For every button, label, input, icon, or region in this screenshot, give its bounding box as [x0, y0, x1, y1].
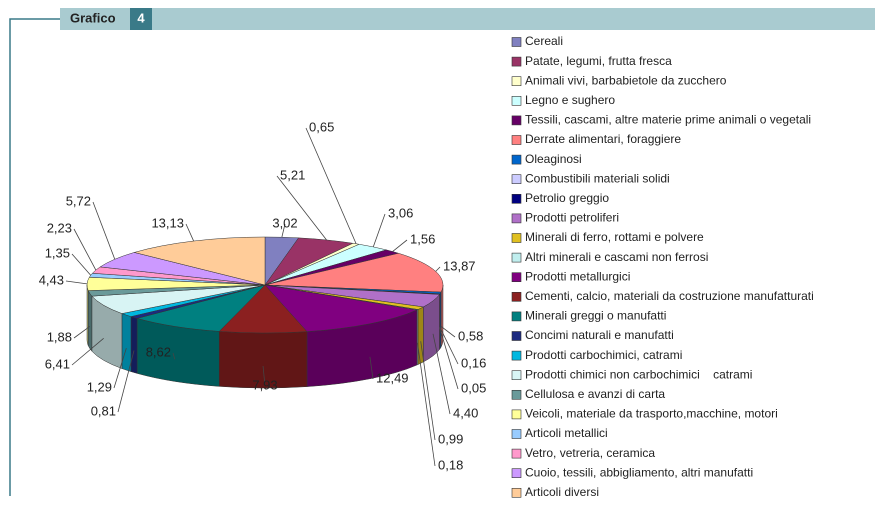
data-label: 0,18	[438, 457, 463, 472]
data-label: 1,35	[45, 245, 70, 260]
data-label: 0,99	[438, 431, 463, 446]
header-bar	[60, 8, 875, 30]
header-title: Grafico	[70, 10, 116, 25]
legend-label: Cellulosa e avanzi di carta	[525, 387, 665, 401]
legend-swatch	[512, 96, 521, 105]
legend-label: Tessili, cascami, altre materie prime an…	[525, 113, 811, 127]
data-label: 13,13	[151, 215, 184, 230]
data-label: 1,56	[410, 231, 435, 246]
data-label: 5,21	[280, 167, 305, 182]
leader-line	[417, 343, 435, 466]
leader-line	[66, 281, 87, 284]
legend-swatch	[512, 194, 521, 203]
legend-label: Prodotti metallurgici	[525, 269, 630, 283]
legend-swatch	[512, 273, 521, 282]
legend-swatch	[512, 410, 521, 419]
legend-label: Altri minerali e cascami non ferrosi	[525, 250, 708, 264]
legend-label: Derrate alimentari, foraggiere	[525, 132, 681, 146]
legend-swatch	[512, 136, 521, 145]
slice-side	[87, 285, 88, 346]
legend-swatch	[512, 214, 521, 223]
legend-label: Articoli metallici	[525, 426, 608, 440]
slice-side	[122, 314, 131, 372]
legend-swatch	[512, 371, 521, 380]
legend-label: Cuoio, tessili, abbigliamento, altri man…	[525, 465, 753, 479]
leader-line	[186, 224, 194, 241]
data-label: 1,88	[47, 329, 72, 344]
legend-swatch	[512, 253, 521, 262]
legend-label: Oleaginosi	[525, 152, 582, 166]
legend-label: Prodotti petroliferi	[525, 211, 619, 225]
data-label: 1,29	[87, 379, 112, 394]
legend-label: Prodotti chimici non carbochimici catram…	[525, 367, 752, 381]
data-label: 6,41	[45, 356, 70, 371]
legend-swatch	[512, 430, 521, 439]
data-label: 13,87	[443, 258, 476, 273]
leader-line	[373, 214, 385, 247]
data-label: 4,40	[453, 405, 478, 420]
slice-side	[131, 317, 137, 374]
legend-label: Prodotti carbochimici, catrami	[525, 348, 682, 362]
data-label: 0,05	[461, 380, 486, 395]
legend-swatch	[512, 155, 521, 164]
legend-label: Minerali greggi o manufatti	[525, 309, 666, 323]
legend-swatch	[512, 449, 521, 458]
data-label: 5,72	[66, 193, 91, 208]
legend-label: Patate, legumi, frutta fresca	[525, 54, 672, 68]
legend-label: Legno e sughero	[525, 93, 615, 107]
legend-swatch	[512, 332, 521, 341]
legend-label: Animali vivi, barbabietole da zucchero	[525, 73, 727, 87]
legend-label: Concimi naturali e manufatti	[525, 328, 674, 342]
legend-swatch	[512, 312, 521, 321]
legend-swatch	[512, 175, 521, 184]
legend-label: Minerali di ferro, rottami e polvere	[525, 230, 704, 244]
data-label: 3,02	[272, 215, 297, 230]
leader-line	[74, 229, 96, 270]
legend-swatch	[512, 351, 521, 360]
legend-swatch	[512, 234, 521, 243]
leader-line	[436, 267, 440, 271]
legend-swatch	[512, 116, 521, 125]
data-label: 0,65	[309, 119, 334, 134]
legend-swatch	[512, 38, 521, 47]
data-label: 7,93	[252, 377, 277, 392]
data-label: 0,81	[91, 403, 116, 418]
leader-line	[393, 240, 407, 252]
data-label: 8,62	[146, 344, 171, 359]
data-label: 3,06	[388, 205, 413, 220]
legend-swatch	[512, 57, 521, 66]
legend-swatch	[512, 469, 521, 478]
data-label: 4,43	[39, 272, 64, 287]
slice-side	[88, 291, 92, 352]
legend-label: Combustibili materiali solidi	[525, 171, 670, 185]
legend-label: Veicoli, materiale da trasporto,macchine…	[525, 407, 778, 421]
legend-swatch	[512, 292, 521, 301]
leader-line	[72, 254, 91, 275]
legend-label: Cereali	[525, 34, 563, 48]
data-label: 2,23	[47, 220, 72, 235]
legend-label: Petrolio greggio	[525, 191, 609, 205]
data-label: 12,49	[376, 370, 409, 385]
legend-label: Articoli diversi	[525, 485, 599, 499]
legend-label: Vetro, vetreria, ceramica	[525, 446, 655, 460]
leader-line	[93, 202, 115, 259]
data-label: 0,58	[458, 328, 483, 343]
legend-swatch	[512, 77, 521, 86]
legend-swatch	[512, 488, 521, 497]
legend-swatch	[512, 390, 521, 399]
legend-label: Cementi, calcio, materiali da costruzion…	[525, 289, 814, 303]
leader-line	[306, 128, 356, 244]
header-number: 4	[137, 10, 145, 25]
data-label: 0,16	[461, 355, 486, 370]
